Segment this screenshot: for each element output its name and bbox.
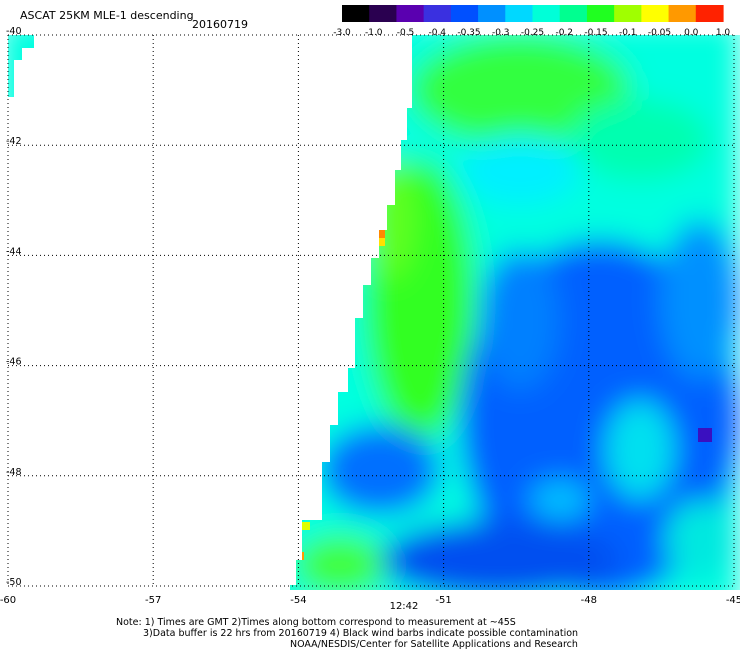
wind-field: [8, 35, 740, 590]
colorbar-swatch: [396, 5, 425, 22]
colorbar-swatch: [423, 5, 452, 22]
colorbar-swatch: [695, 5, 724, 22]
hotspot-yellow-2: [302, 522, 310, 530]
y-tick-label: -46: [6, 357, 22, 368]
colorbar-label: -1.0: [365, 28, 383, 38]
colorbar-label: -0.05: [648, 28, 671, 38]
colorbar-label: -0.25: [521, 28, 544, 38]
lat-lon-grid: [7, 34, 735, 587]
colorbar-label: -0.15: [584, 28, 607, 38]
chart-date: 20160719: [192, 18, 248, 31]
hotspot-yellow-1: [377, 238, 385, 246]
note-line-2: 3)Data buffer is 22 hrs from 20160719 4)…: [143, 628, 578, 639]
hotspot-orange-2: [296, 552, 304, 560]
x-tick-label: -54: [290, 595, 306, 606]
colorbar-label: -0.35: [457, 28, 480, 38]
colorbar-swatch: [532, 5, 561, 22]
x-tick-label: -57: [145, 595, 161, 606]
x-tick-label: -60: [0, 595, 16, 606]
x-tick-label: -48: [581, 595, 597, 606]
x-tick-label: -45: [726, 595, 740, 606]
colorbar-swatch: [478, 5, 506, 22]
colorbar-swatch: [505, 5, 534, 22]
colorbar-swatch: [559, 5, 588, 22]
colorbar: -3.0 -1.0 -0.5 -0.4 -0.35 -0.3 -0.25 -0.2 -0.15 -…: [333, 5, 730, 38]
colorbar-swatch: [342, 5, 370, 22]
y-tick-label: -40: [6, 26, 22, 37]
chart-title: ASCAT 25KM MLE-1 descending: [20, 9, 194, 22]
colorbar-swatch: [614, 5, 642, 22]
x-axis-ticks: -60 -57 -54 -51 -48 -45: [0, 595, 740, 606]
colorbar-swatch: [641, 5, 670, 22]
colorbar-label: -3.0: [333, 28, 351, 38]
y-axis-ticks: -40 -42 -44 -46 -48 -50: [6, 26, 22, 588]
colorbar-swatch: [369, 5, 398, 22]
colorbar-swatch: [450, 5, 479, 22]
colorbar-label: 1.0: [716, 28, 731, 38]
colorbar-label: -0.2: [555, 28, 573, 38]
colorbar-swatch: [668, 5, 697, 22]
y-tick-label: -48: [6, 467, 22, 478]
time-label: 12:42: [390, 601, 419, 612]
colorbar-label: 0.0: [684, 28, 699, 38]
colorbar-label: -0.5: [397, 28, 415, 38]
colorbar-label: -0.3: [492, 28, 510, 38]
hotspot-purple: [698, 428, 712, 442]
colorbar-swatch: [586, 5, 615, 22]
colorbar-label: -0.4: [428, 28, 446, 38]
y-tick-label: -44: [6, 246, 22, 257]
y-tick-label: -50: [6, 577, 22, 588]
x-tick-label: -51: [435, 595, 451, 606]
colorbar-label: -0.1: [619, 28, 637, 38]
hotspot-orange-1: [377, 230, 385, 238]
notes: Note: 1) Times are GMT 2)Times along bot…: [116, 617, 578, 650]
y-tick-label: -42: [6, 136, 22, 147]
note-line-1: Note: 1) Times are GMT 2)Times along bot…: [116, 617, 516, 628]
note-line-3: NOAA/NESDIS/Center for Satellite Applica…: [290, 639, 578, 650]
title-group: ASCAT 25KM MLE-1 descending 20160719: [20, 9, 248, 31]
